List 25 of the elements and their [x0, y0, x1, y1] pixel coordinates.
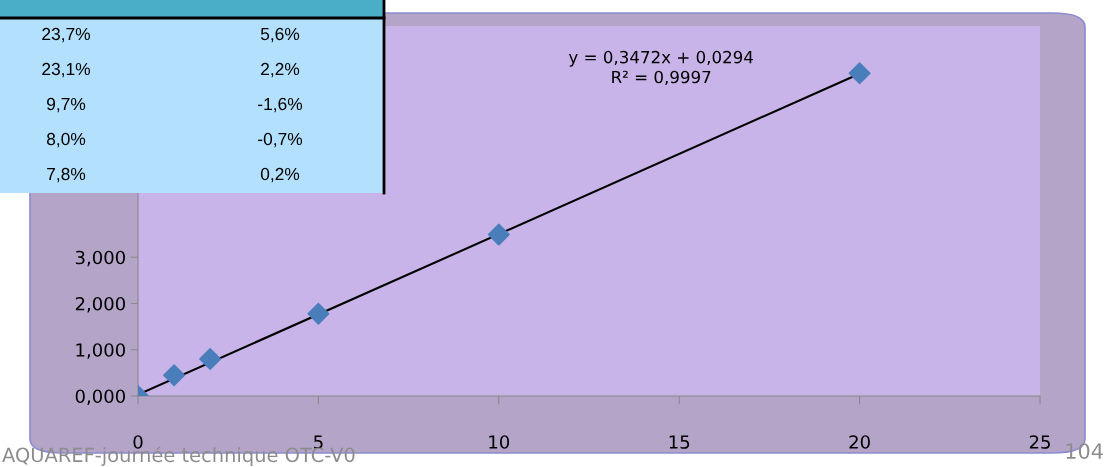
y-tick-label: 2,000	[75, 296, 125, 313]
text: 9,7%	[47, 97, 86, 113]
x-tick-label: 25	[1029, 435, 1050, 449]
point	[199, 348, 222, 370]
annotation: y = 0,3472x + 0,0294 R² = 0,9997	[568, 50, 753, 86]
annotation: 5,6%	[260, 27, 300, 43]
annotation: 2,2%	[261, 62, 300, 78]
x-tick-label: 10	[489, 435, 510, 449]
annotation: -1,6%	[258, 97, 303, 113]
text: 23,7%	[42, 27, 90, 43]
y-tick-label: 0,000	[75, 389, 125, 405]
annotation: 0,2%	[260, 167, 300, 183]
x-tick-label: 20	[849, 435, 870, 449]
text: 7,8%	[47, 167, 86, 183]
point	[163, 364, 186, 387]
point	[307, 302, 330, 325]
text: 8,0%	[46, 132, 86, 148]
text: 23,1%	[42, 62, 90, 78]
x-tick-label: 15	[669, 435, 690, 449]
point	[487, 223, 510, 246]
y-tick-label: 1,000	[76, 343, 125, 359]
text: 104	[1066, 443, 1103, 459]
point	[848, 62, 871, 85]
y-tick-label: 3,000	[75, 250, 125, 267]
annotation: -0,7%	[258, 132, 303, 148]
